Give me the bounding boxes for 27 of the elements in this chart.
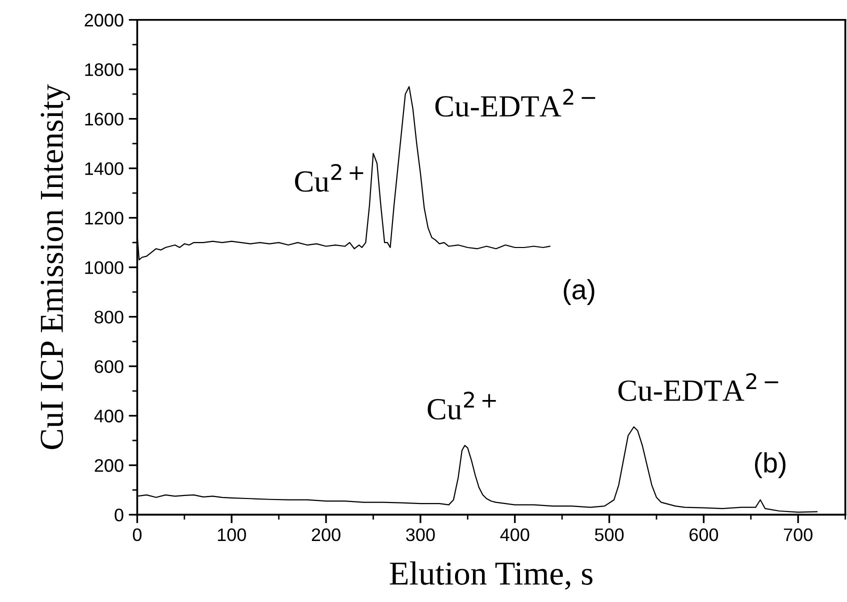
y-tick-label: 1800	[85, 63, 124, 76]
annotation: Cu-EDTA$^{2−}$	[435, 88, 596, 117]
y-tick-label: 0	[114, 508, 124, 522]
annotation: (b)	[754, 452, 786, 478]
annotation: (a)	[564, 279, 594, 305]
x-axis-title: Elution Time, s	[390, 561, 592, 590]
y-tick-label: 2000	[84, 14, 124, 27]
x-tick-label: 600	[690, 528, 718, 542]
y-tick-label: 1600	[85, 112, 124, 126]
y-tick-label: 600	[94, 360, 124, 373]
x-tick-label: 400	[500, 528, 530, 542]
annotation: Cu$^{2+}$	[428, 392, 496, 420]
x-tick-label: 200	[312, 528, 340, 542]
y-tick-label: 800	[94, 310, 124, 324]
y-tick-label: 1200	[85, 212, 124, 225]
y-tick-label: 200	[94, 459, 124, 472]
y-tick-label: 1000	[85, 261, 124, 274]
y-axis-title: CuI ICP Emission Intensity	[40, 84, 70, 450]
y-tick-label: 400	[94, 410, 124, 422]
x-tick-label: 700	[784, 528, 812, 542]
x-tick-label: 500	[594, 528, 624, 542]
y-tick-label: 1400	[85, 162, 124, 176]
x-tick-label: 100	[218, 528, 246, 542]
x-tick-label: 0	[132, 528, 142, 542]
x-tick-label: 300	[406, 528, 435, 542]
annotation: Cu$^{2+}$	[295, 164, 364, 192]
annotation: Cu-EDTA$^{2−}$	[618, 373, 778, 401]
